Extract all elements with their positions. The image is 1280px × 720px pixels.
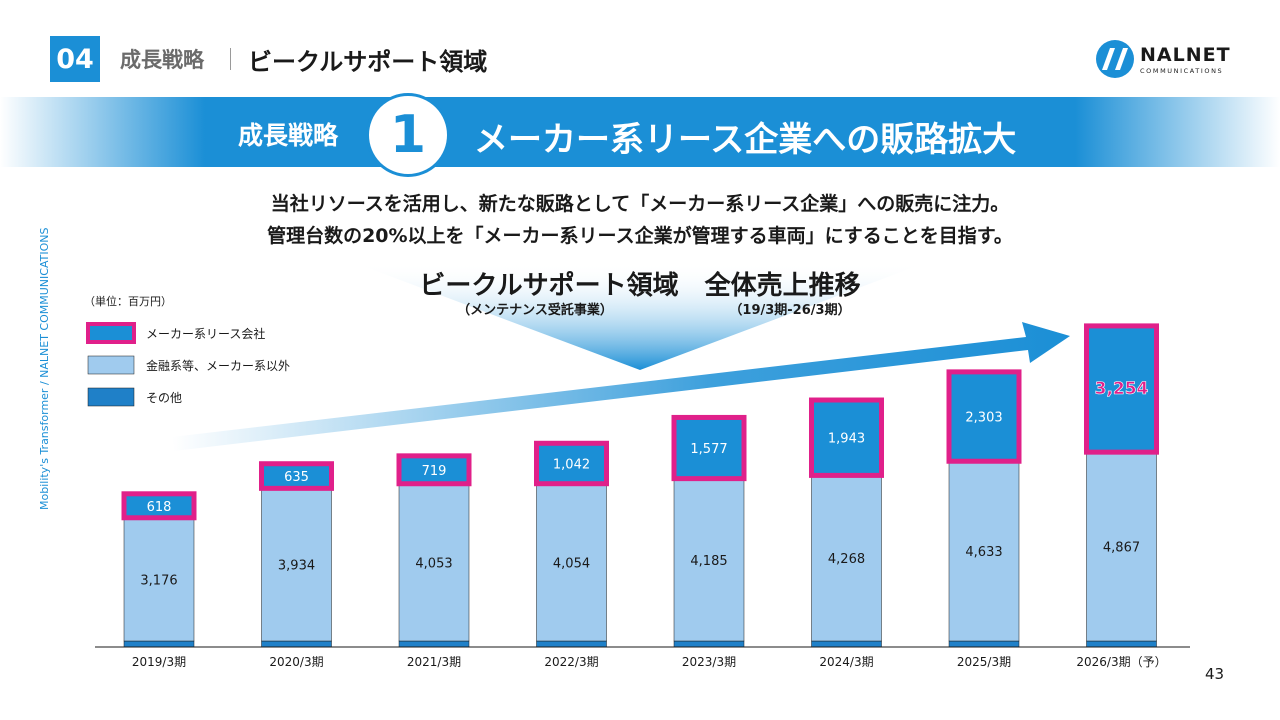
company-logo: NALNET COMMUNICATIONS [1096, 40, 1246, 80]
x-tick-label: 2025/3期 [957, 655, 1011, 669]
legend-label: メーカー系リース会社 [146, 326, 265, 341]
bar-segment-other [123, 640, 195, 648]
bar-segment-finance [123, 517, 195, 642]
bar-segment-finance [536, 483, 607, 642]
bar-segment-maker [259, 461, 334, 491]
data-label-finance: 3,176 [140, 573, 177, 588]
data-label-finance: 4,053 [415, 556, 452, 571]
x-tick-label: 2023/3期 [682, 655, 736, 669]
bar-segment-other [1086, 640, 1157, 648]
chart-title: ビークルサポート領域 全体売上推移 [419, 270, 860, 301]
section-name: 成長戦略 [120, 48, 204, 72]
bar-segment-other [261, 640, 332, 648]
bar-segment-maker [121, 491, 197, 521]
x-tick-label: 2026/3期（予） [1076, 655, 1166, 669]
funnel-shape [355, 263, 925, 370]
banner-number-circle: 1 [366, 93, 450, 177]
growth-arrow [172, 322, 1070, 451]
x-tick-label: 2022/3期 [544, 655, 598, 669]
bar-segment-other [673, 640, 745, 648]
logo-sub: COMMUNICATIONS [1140, 67, 1224, 75]
data-label-maker: 719 [422, 464, 447, 479]
section-number-badge: 04 [50, 36, 100, 82]
chart-bars: 213,1766182019/3期183,9346352020/3期94,053… [121, 323, 1167, 669]
data-label-maker: 635 [284, 470, 309, 485]
logo-name: NALNET [1140, 44, 1231, 66]
data-label-maker: 2,303 [965, 411, 1002, 426]
data-label-finance: 3,934 [278, 559, 315, 574]
banner-title: メーカー系リース企業への販路拡大 [474, 120, 1017, 160]
legend-swatch [86, 322, 136, 344]
data-label-maker: 618 [147, 500, 172, 515]
data-label-maker: 3,254 [1095, 379, 1149, 399]
banner-label: 成長戦略 [238, 121, 339, 150]
x-tick-label: 2024/3期 [819, 655, 873, 669]
legend-swatch [87, 387, 135, 407]
x-tick-label: 2021/3期 [407, 655, 461, 669]
chart-subtitle-left: （メンテナンス受託事業） [457, 302, 613, 318]
bar-segment-maker [671, 414, 747, 482]
strategy-banner [0, 97, 1280, 167]
subtitle-line-1: 当社リソースを活用し、新たな販路として「メーカー系リース企業」への販売に注力。 [270, 193, 1010, 215]
bar-segment-other [811, 640, 882, 648]
bar-segment-finance [398, 483, 470, 642]
bar-segment-maker [534, 440, 609, 487]
bar-segment-finance [261, 488, 332, 642]
data-label-maker: 1,042 [553, 457, 590, 472]
bar-segment-maker [1084, 323, 1159, 455]
bar-segment-other [536, 640, 607, 648]
chart-subtitle-right: （19/3期-26/3期） [729, 302, 850, 318]
data-label-finance: 4,268 [828, 552, 865, 567]
header-divider [230, 48, 231, 70]
page-number: 43 [1205, 665, 1225, 683]
bar-segment-finance [1086, 451, 1157, 642]
logo-mark-icon [1096, 40, 1134, 78]
data-label-finance: 4,633 [965, 545, 1002, 560]
data-label-maker: 1,943 [828, 432, 865, 447]
data-label-finance: 4,185 [690, 554, 727, 569]
legend-label: その他 [146, 391, 182, 405]
legend-label: 金融系等、メーカー系以外 [146, 358, 290, 373]
bar-segment-finance [948, 460, 1020, 642]
chart-unit: （単位：百万円） [84, 294, 172, 308]
bar-segment-other [948, 640, 1020, 648]
subtitle-line-2: 管理台数の20%以上を「メーカー系リース企業が管理する車両」にすることを目指す。 [267, 225, 1013, 247]
bar-segment-maker [396, 453, 472, 487]
data-label-finance: 4,867 [1103, 541, 1140, 556]
bar-segment-maker [809, 397, 884, 478]
page-title: ビークルサポート領域 [248, 48, 488, 76]
data-label-finance: 4,054 [553, 556, 590, 571]
x-tick-label: 2020/3期 [269, 655, 323, 669]
x-tick-label: 2019/3期 [132, 655, 186, 669]
bar-segment-maker [946, 369, 1022, 464]
bar-segment-finance [673, 478, 745, 642]
data-label-maker: 1,577 [690, 442, 727, 457]
bar-segment-other [398, 640, 470, 648]
legend-swatch [87, 355, 135, 375]
